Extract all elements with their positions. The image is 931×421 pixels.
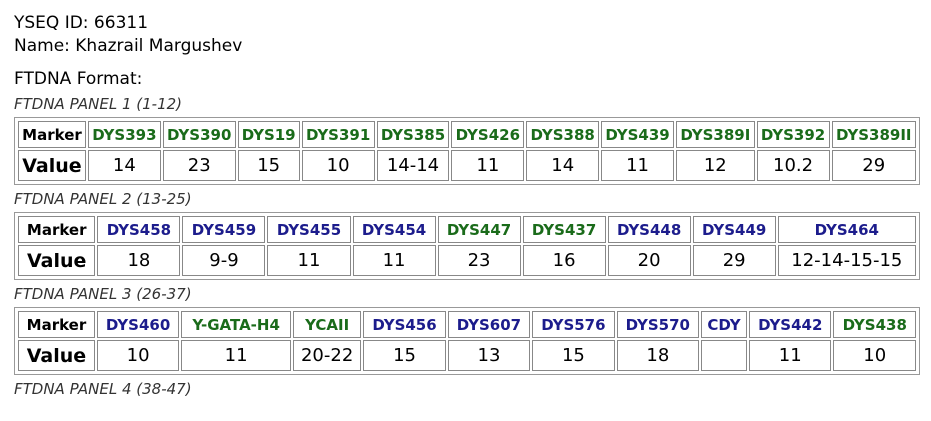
- value-cell: 23: [437, 245, 521, 276]
- marker-cell: DYS426: [451, 121, 525, 148]
- panel-box: Marker DYS393 DYS390 DYS19 DYS391 DYS385 DYS42…: [14, 117, 920, 185]
- marker-cell: DYS389I: [676, 121, 755, 148]
- row-label: Value: [18, 340, 95, 371]
- marker-cell: DYS442: [749, 311, 832, 338]
- marker-cell: DYS385: [376, 121, 450, 148]
- value-cell: [701, 340, 748, 371]
- marker-cell: DYS390: [162, 121, 236, 148]
- marker-cell: DYS391: [301, 121, 375, 148]
- value-cell: 10.2: [756, 150, 830, 181]
- marker-cell: DYS449: [692, 216, 776, 243]
- marker-table: Marker DYS460 Y-GATA-H4 YCAII DYS456 DYS607 DY…: [16, 309, 918, 373]
- marker-cell: Y-GATA-H4: [181, 311, 291, 338]
- marker-cell: CDY: [701, 311, 748, 338]
- marker-cell: DYS439: [601, 121, 674, 148]
- marker-cell: DYS437: [522, 216, 606, 243]
- value-cell: 10: [833, 340, 916, 371]
- value-cell: 11: [352, 245, 436, 276]
- marker-cell: DYS459: [182, 216, 266, 243]
- value-cell: 15: [532, 340, 615, 371]
- value-cell: 11: [749, 340, 832, 371]
- marker-cell: DYS447: [437, 216, 521, 243]
- row-label: Marker: [18, 311, 95, 338]
- value-cell: 15: [237, 150, 300, 181]
- marker-table: Marker DYS393 DYS390 DYS19 DYS391 DYS385 DYS42…: [16, 119, 918, 183]
- value-row: Value 18 9-9 11 11 23 16 20 29 12-14-15-15: [18, 245, 916, 276]
- id-line: YSEQ ID: 66311: [14, 13, 149, 33]
- row-label: Marker: [18, 121, 86, 148]
- panel-title: FTDNA PANEL 4 (38-47): [14, 380, 192, 398]
- marker-cell: DYS576: [532, 311, 615, 338]
- value-cell: 16: [522, 245, 606, 276]
- value-cell: 23: [162, 150, 236, 181]
- marker-cell: DYS438: [833, 311, 916, 338]
- value-cell: 12-14-15-15: [777, 245, 916, 276]
- value-cell: 15: [363, 340, 446, 371]
- value-cell: 11: [601, 150, 674, 181]
- marker-cell: DYS392: [756, 121, 830, 148]
- value-row: Value 14 23 15 10 14-14 11 14 11 12 10.2 29: [18, 150, 916, 181]
- panel-box: Marker DYS458 DYS459 DYS455 DYS454 DYS447 DYS4…: [14, 212, 920, 280]
- value-cell: 13: [447, 340, 531, 371]
- value-cell: 12: [676, 150, 755, 181]
- value-cell: 20: [607, 245, 691, 276]
- panel-title: FTDNA PANEL 1 (1-12): [14, 95, 183, 113]
- row-label: Value: [18, 150, 86, 181]
- marker-cell: DYS393: [87, 121, 161, 148]
- marker-cell: DYS448: [607, 216, 691, 243]
- panel-title: FTDNA PANEL 3 (26-37): [14, 285, 192, 303]
- row-label: Marker: [18, 216, 96, 243]
- marker-table: Marker DYS458 DYS459 DYS455 DYS454 DYS447 DYS4…: [16, 214, 918, 278]
- value-cell: 11: [181, 340, 291, 371]
- value-cell: 14-14: [376, 150, 450, 181]
- value-row: Value 10 11 20-22 15 13 15 18 11 10: [18, 340, 916, 371]
- row-label: Value: [18, 245, 96, 276]
- marker-cell: DYS388: [526, 121, 600, 148]
- marker-cell: DYS607: [447, 311, 531, 338]
- marker-row: Marker DYS460 Y-GATA-H4 YCAII DYS456 DYS607 DY…: [18, 311, 916, 338]
- marker-cell: DYS460: [96, 311, 180, 338]
- value-cell: 29: [692, 245, 776, 276]
- name-line: Name: Khazrail Margushev: [14, 36, 243, 56]
- panel-title: FTDNA PANEL 2 (13-25): [14, 190, 192, 208]
- value-cell: 14: [87, 150, 161, 181]
- value-cell: 11: [451, 150, 525, 181]
- marker-cell: DYS458: [97, 216, 181, 243]
- marker-cell: DYS455: [267, 216, 351, 243]
- marker-cell: DYS464: [777, 216, 916, 243]
- panel-box: Marker DYS460 Y-GATA-H4 YCAII DYS456 DYS607 DY…: [14, 307, 920, 375]
- panels: FTDNA PANEL 1 (1-12) Marker DYS393 DYS390 DY…: [14, 94, 931, 399]
- content: YSEQ ID: 66311 Name: Khazrail Margushev …: [14, 13, 931, 399]
- value-cell: 18: [616, 340, 700, 371]
- value-cell: 10: [96, 340, 180, 371]
- format-line: FTDNA Format:: [14, 69, 143, 89]
- value-cell: 20-22: [292, 340, 362, 371]
- value-cell: 29: [831, 150, 916, 181]
- marker-cell: DYS456: [363, 311, 446, 338]
- marker-row: Marker DYS458 DYS459 DYS455 DYS454 DYS447 DYS4…: [18, 216, 916, 243]
- marker-row: Marker DYS393 DYS390 DYS19 DYS391 DYS385 DYS42…: [18, 121, 916, 148]
- marker-cell: DYS389II: [831, 121, 916, 148]
- marker-cell: DYS19: [237, 121, 300, 148]
- marker-cell: DYS454: [352, 216, 436, 243]
- value-cell: 18: [97, 245, 181, 276]
- marker-cell: YCAII: [292, 311, 362, 338]
- value-cell: 14: [526, 150, 600, 181]
- value-cell: 10: [301, 150, 375, 181]
- marker-cell: DYS570: [616, 311, 700, 338]
- value-cell: 11: [267, 245, 351, 276]
- value-cell: 9-9: [182, 245, 266, 276]
